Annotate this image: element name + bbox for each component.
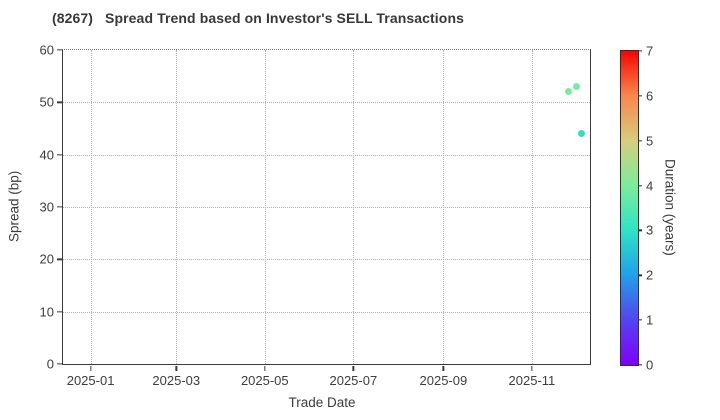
x-tick-mark <box>175 365 177 371</box>
colorbar-tick-label: 7 <box>646 43 654 59</box>
colorbar-tick-label: 3 <box>646 222 654 238</box>
colorbar-tick-label: 2 <box>646 267 654 283</box>
x-axis-label: Trade Date <box>288 395 356 410</box>
colorbar-tick-mark <box>638 50 642 52</box>
colorbar-tick-mark <box>638 274 642 276</box>
h-gridline <box>63 311 590 313</box>
colorbar-tick-label: 5 <box>646 133 654 149</box>
colorbar-tick-mark <box>638 364 642 366</box>
colorbar-tick-label: 4 <box>646 178 654 194</box>
v-gridline <box>90 50 92 364</box>
plot-area <box>62 49 591 365</box>
colorbar-label: Duration (years) <box>662 158 678 256</box>
y-tick-label: 20 <box>39 251 54 267</box>
h-gridline <box>63 207 590 208</box>
y-tick-mark <box>56 258 62 260</box>
colorbar-tick-label: 6 <box>646 88 654 104</box>
x-tick-mark <box>352 365 354 371</box>
v-gridline <box>176 50 178 364</box>
h-gridline <box>63 259 590 261</box>
colorbar-tick-mark <box>638 184 642 187</box>
colorbar-tick-label: 1 <box>646 312 654 328</box>
colorbar: 0 1 2 3 4 5 6 7 <box>620 44 653 373</box>
data-point <box>573 83 581 91</box>
data-point <box>564 88 572 96</box>
colorbar-tick-label: 0 <box>646 357 654 373</box>
y-tick-mark <box>56 311 62 313</box>
x-tick-mark <box>264 365 266 371</box>
x-tick-label: 2025-05 <box>240 373 289 388</box>
y-tick-label: 0 <box>46 356 54 372</box>
y-tick-mark <box>56 49 62 51</box>
y-tick-mark <box>56 206 62 208</box>
y-axis-label: Spread (bp) <box>6 170 22 242</box>
x-tick-label: 2025-11 <box>508 373 556 388</box>
y-tick-label: 10 <box>39 304 54 320</box>
colorbar-tick-mark <box>638 319 642 321</box>
colorbar-gradient <box>621 51 638 365</box>
chart-title: (8267) Spread Trend based on Investor's … <box>52 10 464 26</box>
h-gridline <box>63 154 590 156</box>
y-tick-label: 40 <box>39 147 54 163</box>
x-tick-mark <box>442 365 445 371</box>
x-tick-label: 2025-03 <box>152 373 201 388</box>
v-gridline <box>264 50 266 364</box>
x-tick-mark <box>89 365 92 371</box>
x-tick-mark <box>531 365 533 371</box>
y-tick-mark <box>56 101 62 103</box>
y-tick-mark <box>56 363 62 365</box>
y-tick-label: 60 <box>39 42 54 58</box>
colorbar-tick-mark <box>638 95 642 97</box>
v-gridline <box>531 50 533 364</box>
h-gridline <box>63 102 590 104</box>
data-point <box>577 130 585 138</box>
x-tick-label: 2025-07 <box>329 373 378 388</box>
v-gridline <box>443 50 445 364</box>
x-tick-label: 2025-09 <box>419 373 468 388</box>
y-tick-label: 50 <box>39 94 54 110</box>
colorbar-tick-mark <box>638 140 642 142</box>
y-tick-label: 30 <box>39 199 54 215</box>
colorbar-tick-mark <box>638 229 642 232</box>
x-tick-label: 2025-01 <box>66 373 115 388</box>
v-gridline <box>353 50 355 364</box>
y-tick-mark <box>56 154 62 156</box>
